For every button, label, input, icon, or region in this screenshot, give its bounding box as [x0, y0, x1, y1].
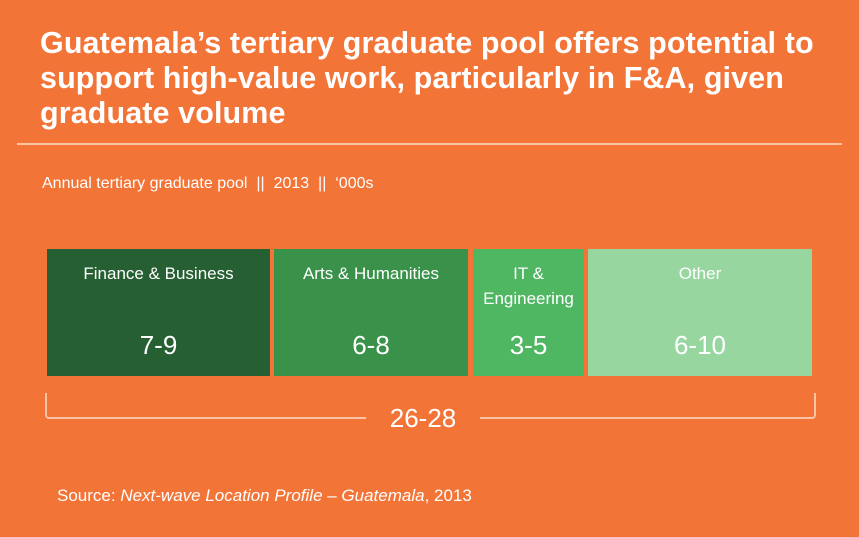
segment-label: IT & Engineering [483, 264, 574, 308]
segment-label: Other [678, 264, 722, 283]
segment-it-engineering: IT & Engineering 3-5 [473, 249, 584, 376]
segment-other: Other 6-10 [588, 249, 812, 376]
segment-arts-humanities: Arts & Humanities 6-8 [274, 249, 468, 376]
source-suffix: , 2013 [424, 486, 472, 505]
segment-value: 6-8 [352, 330, 390, 360]
segment-value: 6-10 [673, 330, 727, 360]
segment-value: 7-9 [139, 330, 178, 360]
source-note: Source: Next-wave Location Profile – Gua… [57, 485, 472, 507]
title-divider [17, 143, 842, 145]
segment-value: 3-5 [509, 330, 548, 360]
source-prefix: Source: [57, 486, 121, 505]
page-title: Guatemala’s tertiary graduate pool offer… [40, 26, 814, 130]
total-value: 26-28 [366, 403, 480, 433]
segment-finance-business: Finance & Business 7-9 [47, 249, 270, 376]
source-title: Next-wave Location Profile – Guatemala [120, 486, 425, 505]
segment-label: Arts & Humanities [302, 264, 440, 283]
segment-label: Finance & Business [83, 264, 234, 283]
chart-subtitle: Annual tertiary graduate pool || 2013 ||… [42, 175, 374, 192]
